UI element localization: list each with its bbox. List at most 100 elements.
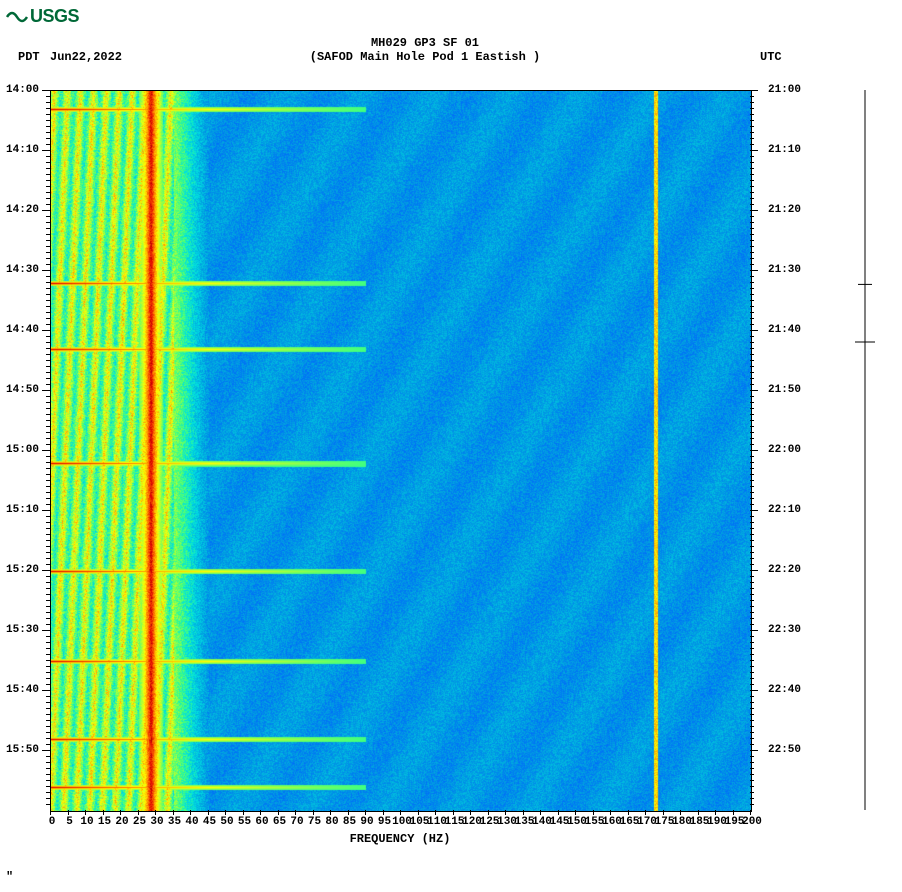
y-minor-tick <box>750 312 754 313</box>
y-minor-tick <box>750 138 754 139</box>
x-tick <box>278 810 279 815</box>
y-tick <box>750 150 758 151</box>
y-tick-label: 15:10 <box>6 504 8 516</box>
y-tick <box>42 690 50 691</box>
y-minor-tick <box>750 168 754 169</box>
y-minor-tick <box>750 378 754 379</box>
y-minor-tick <box>750 780 754 781</box>
y-tick-label: 15:30 <box>6 624 8 636</box>
x-tick <box>575 810 576 815</box>
y-minor-tick <box>750 384 754 385</box>
y-minor-tick <box>750 432 754 433</box>
y-minor-tick <box>750 684 754 685</box>
logo-text: USGS <box>30 6 79 26</box>
y-minor-tick <box>750 420 754 421</box>
y-minor-tick <box>750 240 754 241</box>
y-minor-tick <box>750 252 754 253</box>
y-tick <box>750 270 758 271</box>
y-minor-tick <box>750 276 754 277</box>
y-minor-tick <box>750 264 754 265</box>
y-minor-tick <box>750 342 754 343</box>
x-axis: 0510152025303540455055606570758085909510… <box>50 810 750 860</box>
y-minor-tick <box>750 456 754 457</box>
y-minor-tick <box>750 588 754 589</box>
y-minor-tick <box>750 774 754 775</box>
y-minor-tick <box>750 282 754 283</box>
y-axis-left: 14:0014:1014:2014:3014:4014:5015:0015:10… <box>0 90 50 810</box>
y-minor-tick <box>750 660 754 661</box>
y-tick-label: 15:00 <box>6 444 8 456</box>
y-minor-tick <box>750 198 754 199</box>
x-tick <box>418 810 419 815</box>
y-minor-tick <box>750 372 754 373</box>
spectrogram-plot <box>50 90 752 812</box>
x-tick <box>505 810 506 815</box>
y-minor-tick <box>750 642 754 643</box>
y-tick <box>42 210 50 211</box>
x-tick-label: 200 <box>742 816 762 828</box>
y-minor-tick <box>750 222 754 223</box>
y-tick <box>750 330 758 331</box>
y-tick <box>42 90 50 91</box>
y-tick-label: 22:10 <box>768 504 801 516</box>
y-minor-tick <box>750 396 754 397</box>
y-tick <box>42 330 50 331</box>
y-tick-label: 14:30 <box>6 264 8 276</box>
y-minor-tick <box>750 732 754 733</box>
y-tick-label: 14:40 <box>6 324 8 336</box>
y-minor-tick <box>750 804 754 805</box>
y-minor-tick <box>750 474 754 475</box>
y-minor-tick <box>750 156 754 157</box>
y-minor-tick <box>750 528 754 529</box>
x-tick <box>243 810 244 815</box>
x-tick <box>138 810 139 815</box>
x-tick <box>663 810 664 815</box>
y-minor-tick <box>750 552 754 553</box>
y-tick <box>750 90 758 91</box>
x-tick <box>715 810 716 815</box>
y-tick-label: 14:00 <box>6 84 8 96</box>
x-tick <box>50 810 51 815</box>
y-minor-tick <box>750 102 754 103</box>
y-tick-label: 22:50 <box>768 744 801 756</box>
x-tick <box>190 810 191 815</box>
y-minor-tick <box>750 516 754 517</box>
y-tick <box>750 630 758 631</box>
y-minor-tick <box>750 186 754 187</box>
y-tick-label: 22:40 <box>768 684 801 696</box>
y-minor-tick <box>750 636 754 637</box>
x-tick <box>313 810 314 815</box>
x-tick <box>208 810 209 815</box>
y-minor-tick <box>750 144 754 145</box>
y-minor-tick <box>750 768 754 769</box>
y-minor-tick <box>750 402 754 403</box>
y-tick-label: 21:10 <box>768 144 801 156</box>
x-tick <box>383 810 384 815</box>
y-tick-label: 21:30 <box>768 264 801 276</box>
y-minor-tick <box>750 108 754 109</box>
x-tick <box>225 810 226 815</box>
logo-wave-icon <box>6 7 28 28</box>
plot-title-line1: MH029 GP3 SF 01 <box>295 36 555 50</box>
y-tick <box>750 690 758 691</box>
y-minor-tick <box>750 534 754 535</box>
y-tick-label: 21:00 <box>768 84 801 96</box>
y-tick <box>42 510 50 511</box>
y-tick-label: 15:50 <box>6 744 8 756</box>
x-tick <box>103 810 104 815</box>
x-tick <box>680 810 681 815</box>
y-minor-tick <box>750 348 754 349</box>
y-tick-label: 22:20 <box>768 564 801 576</box>
usgs-logo: USGS <box>6 6 79 28</box>
y-minor-tick <box>750 462 754 463</box>
y-minor-tick <box>750 606 754 607</box>
y-minor-tick <box>750 306 754 307</box>
y-tick <box>750 570 758 571</box>
y-tick-label: 14:50 <box>6 384 8 396</box>
y-minor-tick <box>750 498 754 499</box>
y-minor-tick <box>750 324 754 325</box>
y-minor-tick <box>750 228 754 229</box>
y-tick-label: 21:20 <box>768 204 801 216</box>
y-minor-tick <box>750 486 754 487</box>
x-axis-label: FREQUENCY (HZ) <box>50 832 750 846</box>
